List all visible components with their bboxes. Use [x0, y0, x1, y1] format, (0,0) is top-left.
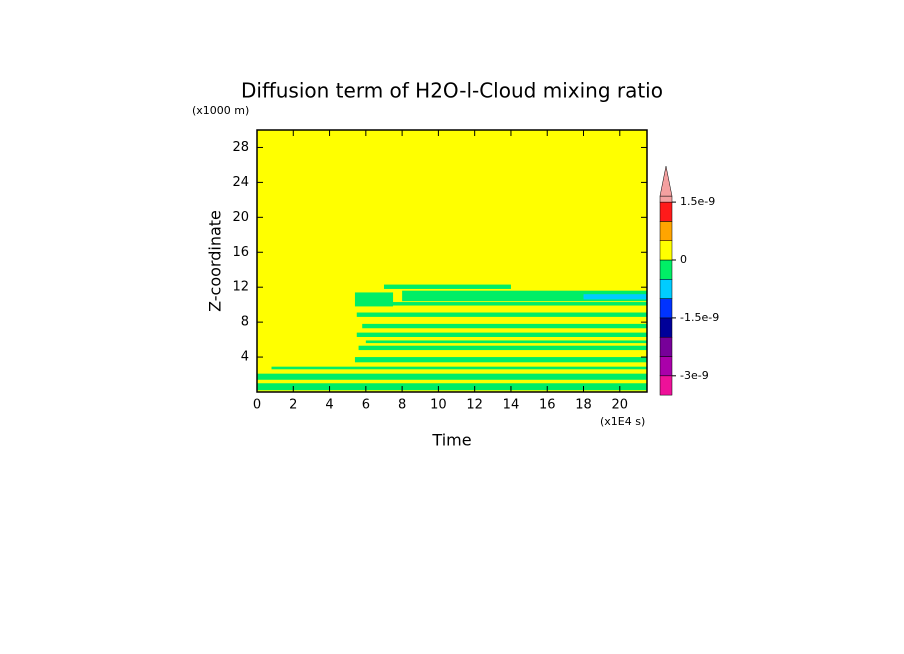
y-unit: (x1000 m) [192, 104, 249, 117]
x-tick-label: 18 [575, 398, 592, 413]
y-tick-label: 4 [241, 350, 249, 365]
contour-region [362, 323, 647, 329]
y-tick-label: 28 [232, 140, 249, 155]
colorbar-tick-label: 1.5e-9 [680, 195, 715, 208]
colorbar-swatch [659, 221, 673, 241]
x-unit: (x1E4 s) [600, 415, 645, 428]
x-tick-label: 20 [612, 398, 629, 413]
contour-region [402, 290, 647, 302]
colorbar-extend-arrow [659, 166, 673, 197]
x-tick-label: 12 [466, 398, 483, 413]
y-tick-label: 24 [232, 175, 249, 190]
colorbar-extend [659, 195, 673, 203]
contour-region [354, 357, 647, 363]
colorbar-swatch [659, 240, 673, 261]
contour-region [583, 294, 647, 300]
x-tick-label: 6 [362, 398, 370, 413]
colorbar-tick-label: -1.5e-9 [680, 311, 719, 324]
contour-region [365, 340, 647, 344]
x-tick-label: 2 [289, 398, 297, 413]
y-tick-label: 8 [241, 315, 249, 330]
field-background [257, 130, 647, 392]
x-tick-label: 10 [430, 398, 447, 413]
y-tick-label: 16 [232, 245, 249, 260]
x-tick-label: 16 [539, 398, 556, 413]
contour-region [354, 292, 394, 307]
x-axis-label: Time [431, 431, 471, 450]
x-tick-label: 14 [503, 398, 520, 413]
colorbar-swatch [659, 375, 673, 396]
chart-title: Diffusion term of H2O-l-Cloud mixing rat… [241, 79, 663, 103]
contour-region [383, 284, 511, 289]
colorbar-swatch [659, 317, 673, 338]
contour-region [383, 302, 647, 306]
contour-region [356, 312, 647, 317]
x-tick-label: 4 [325, 398, 333, 413]
x-tick-label: 8 [398, 398, 406, 413]
colorbar-swatch [659, 356, 673, 377]
contour-region [257, 373, 647, 380]
plot-frame [256, 129, 648, 393]
y-axis-label: Z-coordinate [206, 210, 225, 312]
colorbar-tick-label: 0 [680, 253, 687, 266]
colorbar-tick-label: -3e-9 [680, 369, 709, 382]
colorbar-swatch [659, 298, 673, 319]
contour-region [257, 383, 647, 391]
contour-region [358, 345, 647, 351]
colorbar-swatch [659, 336, 673, 357]
contour-region [356, 332, 647, 337]
y-tick-label: 12 [232, 280, 249, 295]
contour-region [271, 366, 647, 370]
colorbar-swatch [659, 201, 673, 222]
y-tick-label: 20 [232, 210, 249, 225]
colorbar-swatch [659, 279, 673, 299]
x-tick-label: 0 [253, 398, 261, 413]
colorbar-swatch [659, 259, 673, 280]
